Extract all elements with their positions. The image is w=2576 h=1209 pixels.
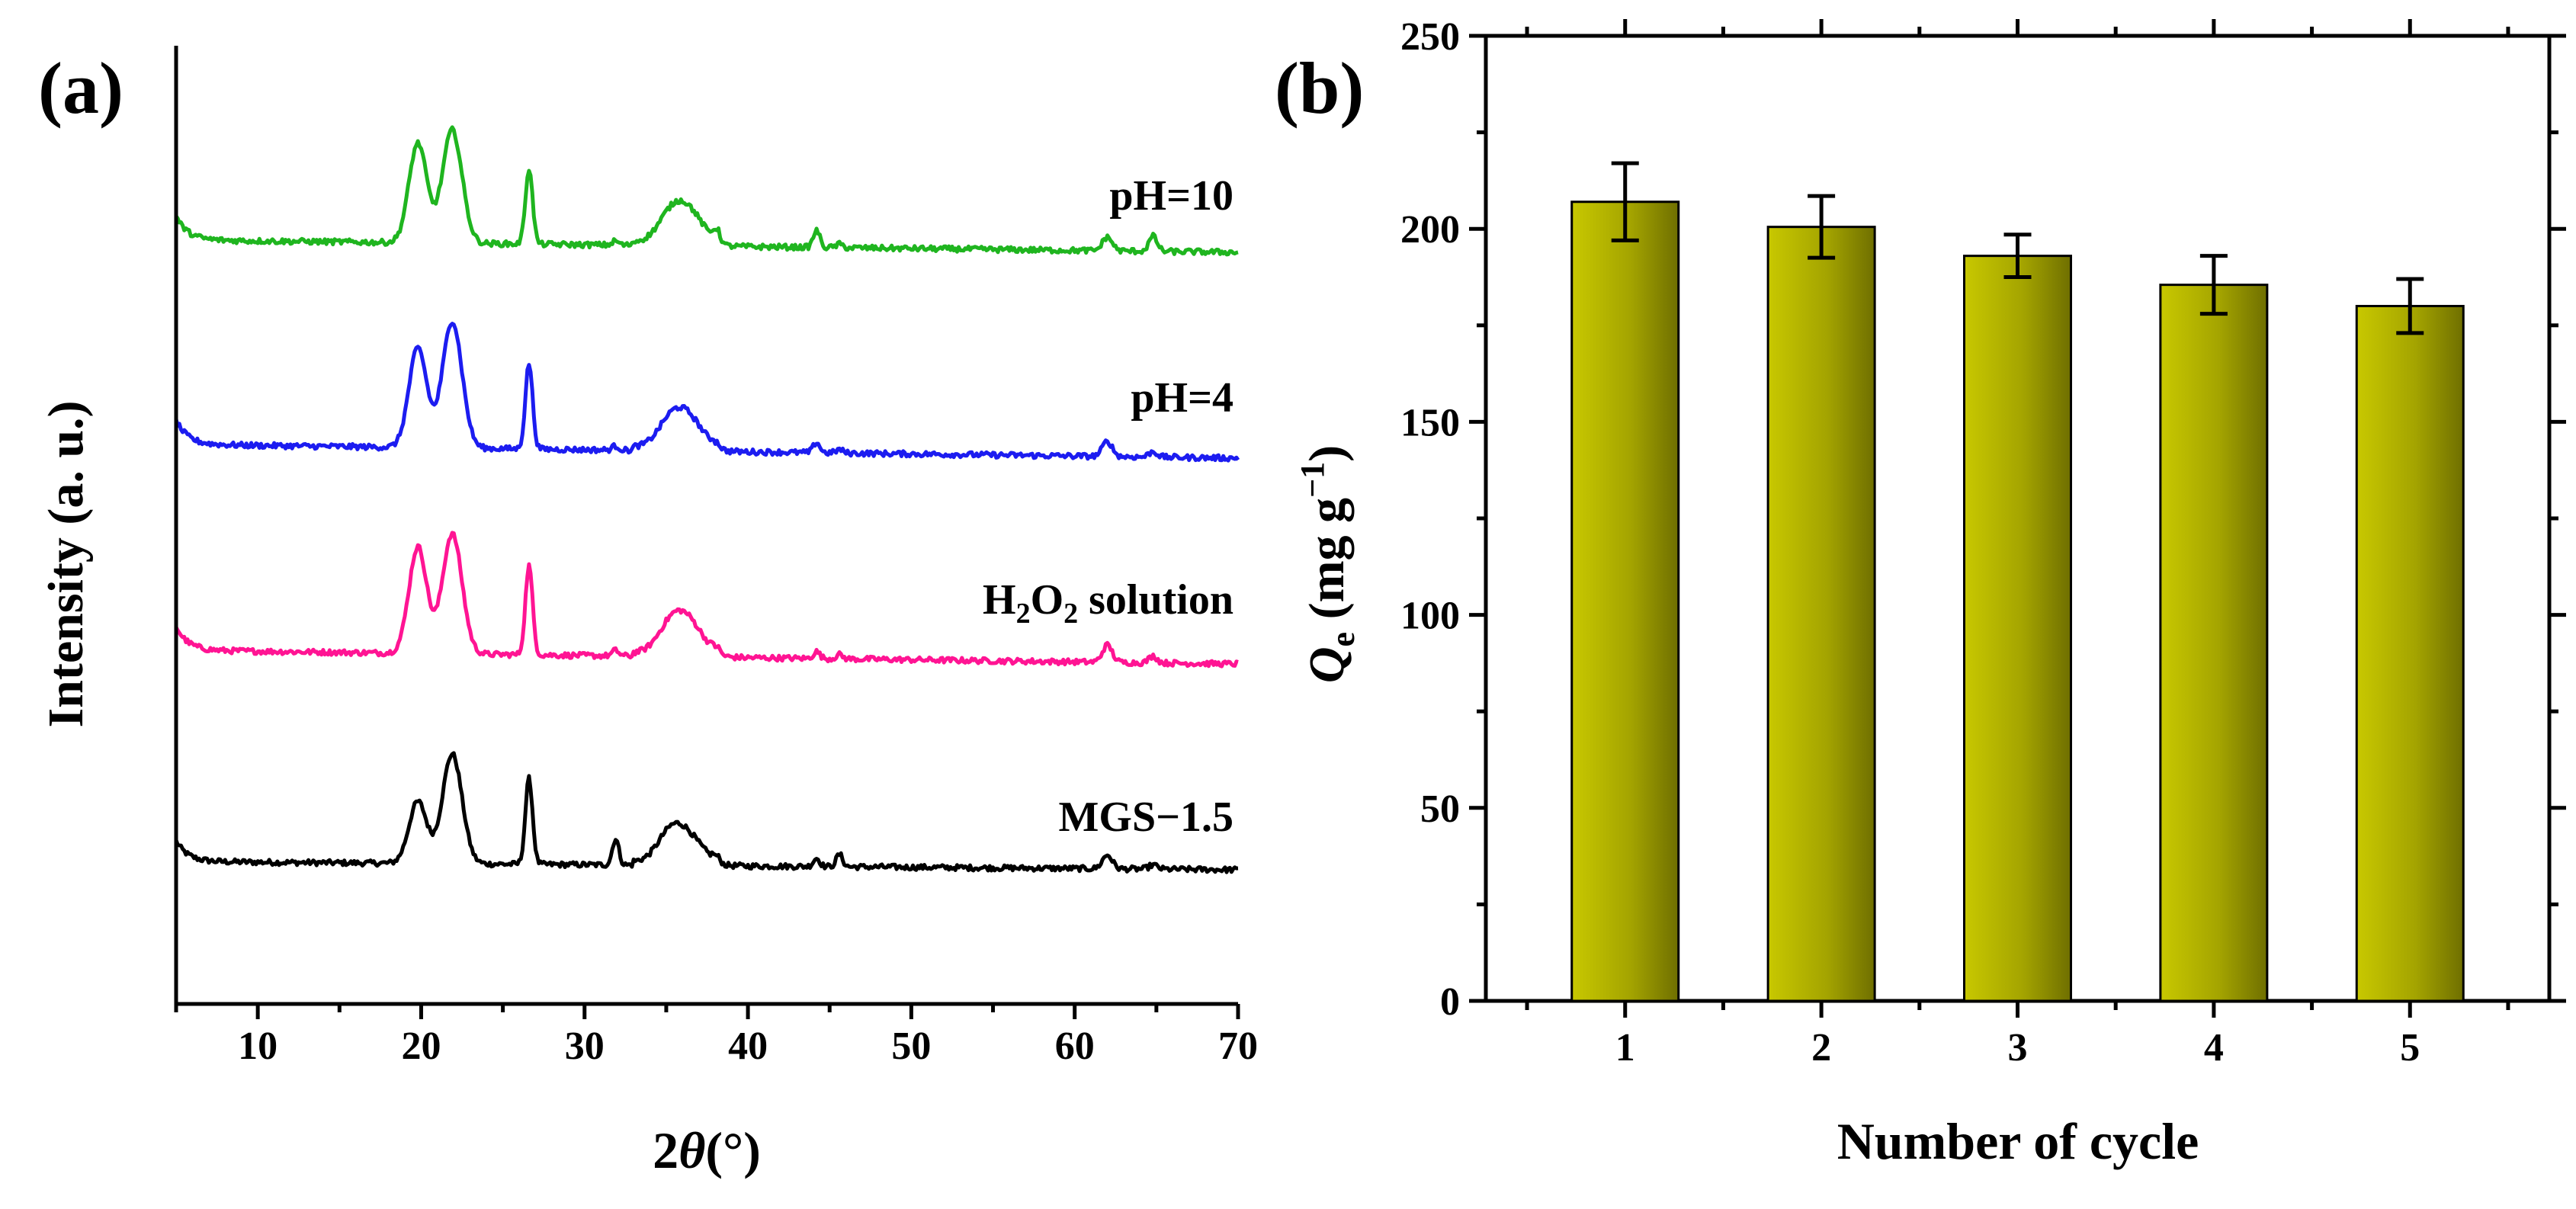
panel-a-xticks: 10 20 30 40 50 60 70	[174, 1004, 1258, 1068]
xrd-series-group	[174, 125, 1240, 874]
xrd-series-label-2: pH=4	[1131, 374, 1233, 422]
panel-b-xtick-label: 3	[2008, 1026, 2028, 1070]
panel-a-xlabel-unit: (°)	[705, 1121, 760, 1179]
panel-b-ytick-label: 0	[1440, 980, 1460, 1024]
panel-b-ylabel-group: Qe (mg g−1)	[1294, 445, 1362, 683]
panel-b-ylabel-sub: e	[1324, 632, 1362, 647]
xrd-series-labels: MGS−1.5 H2O2 solution pH=4 pH=10	[983, 172, 1233, 841]
panel-b-xticks: 1 2 3 4 5	[1525, 19, 2510, 1070]
panel-a-xtick-label: 20	[401, 1025, 441, 1068]
panel-a-xlabel-prefix: 2	[653, 1121, 678, 1179]
panel-a-xlabel-symbol: θ	[678, 1121, 705, 1179]
panel-a-xlabel: 2θ(°)	[653, 1121, 761, 1179]
panel-a-label: (a)	[38, 47, 124, 129]
panel-a-xtick-label: 40	[728, 1025, 768, 1068]
panel-b-ytick-label: 200	[1400, 208, 1460, 252]
panel-b-ytick-label: 250	[1400, 15, 1460, 59]
panel-b-xtick-label: 5	[2400, 1026, 2420, 1070]
panel-b-xtick-label: 1	[1615, 1026, 1635, 1070]
xrd-series-line-0	[174, 751, 1239, 874]
panel-b-bars	[1570, 161, 2465, 1002]
panel-b-ylabel-sup: −1	[1294, 462, 1331, 498]
bar-cycle-2	[1766, 226, 1876, 1002]
panel-a-xtick-label: 70	[1218, 1025, 1258, 1068]
xrd-series-line-2	[174, 322, 1240, 463]
panel-b-ytick-label: 150	[1400, 401, 1460, 444]
xrd-series-label-1: H2O2 solution	[983, 576, 1233, 630]
panel-b-ylabel-units: (mg g	[1299, 498, 1355, 632]
panel-b-label: (b)	[1275, 47, 1364, 129]
panel-b-ytick-label: 100	[1400, 595, 1460, 638]
panel-b-ytick-label: 50	[1420, 787, 1460, 831]
panel-a-xtick-label: 30	[565, 1025, 605, 1068]
panel-a-xtick-label: 60	[1055, 1025, 1095, 1068]
bar-cycle-4	[2159, 284, 2269, 1002]
panel-b-xtick-label: 2	[1811, 1026, 1831, 1070]
panel-a: (a) Intensity (a. u.) MGS−1.5 H2O2 soluti…	[38, 46, 1258, 1179]
xrd-series-line-1	[174, 531, 1239, 669]
xrd-series-label-0: MGS−1.5	[1059, 794, 1233, 841]
bar-cycle-3	[1963, 255, 2072, 1002]
panel-a-ylabel: Intensity (a. u.)	[38, 400, 94, 727]
panel-b-xlabel: Number of cycle	[1837, 1112, 2199, 1170]
xrd-series-label-3: pH=10	[1109, 172, 1233, 220]
bar-cycle-1	[1570, 200, 1680, 1002]
panel-a-ylabel-group: Intensity (a. u.)	[38, 400, 94, 727]
panel-b-xtick-label: 4	[2204, 1026, 2224, 1070]
panel-b-ylabel: Qe (mg g−1)	[1294, 445, 1362, 683]
panel-a-xtick-label: 10	[238, 1025, 277, 1068]
panel-a-xtick-label: 50	[891, 1025, 931, 1068]
bar-cycle-5	[2355, 304, 2465, 1002]
xrd-series-line-3	[174, 125, 1239, 257]
panel-b-yticks: 0 50 100 150 200 250	[1400, 15, 2566, 1024]
panel-b-ylabel-symbol: Q	[1299, 646, 1355, 683]
panel-b-ylabel-close: )	[1299, 445, 1355, 462]
panel-b: (b) Qe (mg g−1) 0 50 100 150 200 250 1 2 3 4 5 Nu…	[1275, 15, 2566, 1170]
